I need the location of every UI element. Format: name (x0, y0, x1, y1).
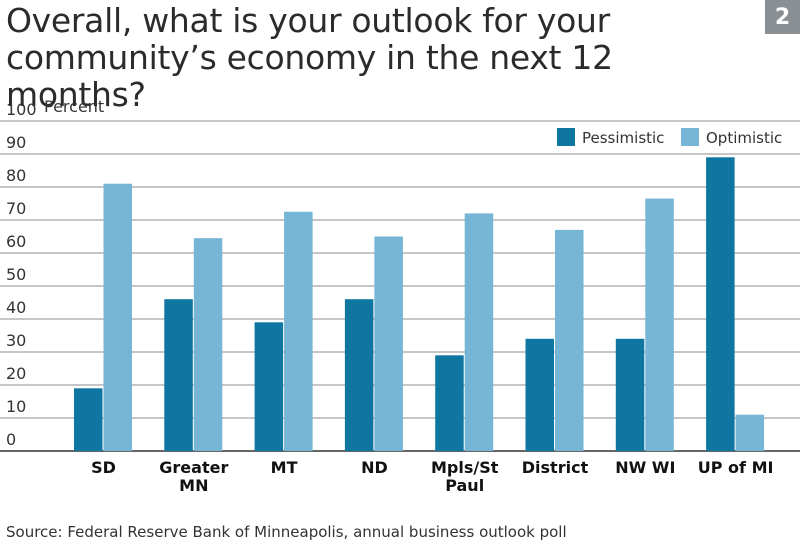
y-tick-label: 50 (6, 265, 26, 284)
source-note: Source: Federal Reserve Bank of Minneapo… (6, 523, 567, 541)
x-tick-label: MT (271, 458, 298, 477)
y-axis-label: Percent (44, 97, 104, 116)
figure-number-badge: 2 (765, 0, 800, 34)
legend-label-pessimistic: Pessimistic (582, 129, 664, 147)
bar-optimistic (284, 211, 313, 451)
y-tick-label: 40 (6, 298, 26, 317)
bar-pessimistic (344, 299, 374, 451)
y-tick-label: 60 (6, 232, 26, 251)
x-tick-label: Mpls/St Paul (431, 458, 499, 495)
y-tick-label: 30 (6, 331, 26, 350)
bar-pessimistic (74, 388, 103, 451)
bar-optimistic (464, 213, 494, 451)
bar-optimistic (374, 236, 403, 451)
bar-optimistic (103, 183, 132, 451)
bar-pessimistic (435, 355, 464, 451)
bar-optimistic (555, 229, 584, 451)
bar-pessimistic (254, 322, 284, 451)
x-tick-label: Greater MN (159, 458, 228, 495)
bar-pessimistic (615, 338, 645, 451)
bar-pessimistic (706, 157, 735, 452)
y-tick-label: 0 (6, 430, 16, 449)
y-tick-label: 70 (6, 199, 26, 218)
bar-optimistic (645, 198, 674, 451)
bar-optimistic (193, 238, 223, 451)
x-tick-label: NW WI (615, 458, 675, 477)
x-tick-label: SD (91, 458, 116, 477)
legend-swatch-optimistic (681, 128, 699, 146)
y-axis-ticks: 0 10 20 30 40 50 60 70 80 90 100 (6, 100, 37, 449)
y-tick-label: 20 (6, 364, 26, 383)
bar-pessimistic (525, 338, 554, 451)
y-tick-label: 90 (6, 133, 26, 152)
y-tick-label: 100 (6, 100, 37, 119)
legend-swatch-pessimistic (557, 128, 575, 146)
legend: Pessimistic Optimistic (557, 128, 782, 147)
y-tick-label: 10 (6, 397, 26, 416)
legend-label-optimistic: Optimistic (706, 129, 782, 147)
bar-optimistic (735, 414, 765, 451)
x-axis-ticks: SD Greater MN MT ND Mpls/St Paul District NW WI U… (91, 458, 773, 495)
x-tick-label: District (522, 458, 589, 477)
x-tick-label: UP of MI (698, 458, 774, 477)
bars (74, 157, 765, 452)
chart-title: Overall, what is your outlook for your c… (6, 1, 613, 114)
bar-pessimistic (164, 299, 193, 451)
y-tick-label: 80 (6, 166, 26, 185)
x-tick-label: ND (361, 458, 388, 477)
